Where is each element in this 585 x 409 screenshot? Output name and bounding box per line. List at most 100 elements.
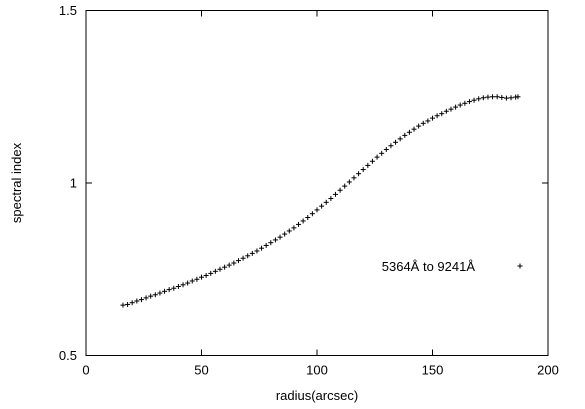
x-tick-labels: 0 50 100 150 200 bbox=[82, 363, 558, 378]
y-tick-label: 0.5 bbox=[59, 348, 77, 363]
data-point bbox=[434, 113, 440, 119]
data-point bbox=[152, 292, 158, 298]
data-point bbox=[356, 171, 362, 177]
y-tick-label: 1 bbox=[70, 176, 77, 191]
y-tick-label: 1.5 bbox=[59, 3, 77, 18]
data-point bbox=[365, 162, 371, 168]
data-point bbox=[323, 199, 329, 205]
data-point bbox=[194, 276, 200, 282]
data-point bbox=[515, 94, 521, 100]
data-point bbox=[402, 132, 408, 138]
data-point bbox=[189, 278, 195, 284]
data-point bbox=[448, 106, 454, 112]
data-point bbox=[420, 120, 426, 126]
data-point bbox=[393, 139, 399, 145]
data-point bbox=[360, 167, 366, 173]
data-point bbox=[443, 108, 449, 114]
data-point bbox=[379, 150, 385, 156]
data-point bbox=[439, 111, 445, 117]
data-point bbox=[175, 284, 181, 289]
y-axis-label: spectral index bbox=[9, 142, 24, 223]
data-point bbox=[231, 260, 237, 266]
data-point bbox=[314, 207, 320, 213]
data-point bbox=[476, 96, 482, 102]
legend: 5364Å to 9241Å bbox=[382, 259, 523, 274]
x-tick-label: 150 bbox=[422, 363, 444, 378]
data-point bbox=[129, 300, 135, 306]
data-point bbox=[471, 97, 477, 103]
data-point bbox=[272, 237, 278, 243]
data-point bbox=[494, 94, 500, 100]
data-point bbox=[332, 191, 338, 197]
data-point bbox=[296, 221, 302, 227]
data-point bbox=[217, 266, 223, 272]
data-point bbox=[430, 115, 435, 121]
data-point bbox=[485, 94, 491, 100]
data-point bbox=[397, 136, 403, 142]
data-point bbox=[300, 218, 306, 224]
data-point bbox=[208, 270, 214, 276]
data-point bbox=[157, 290, 163, 296]
data-point bbox=[171, 285, 177, 291]
data-point bbox=[125, 301, 131, 307]
data-point bbox=[328, 196, 334, 202]
data-point bbox=[120, 302, 126, 308]
legend-marker bbox=[517, 263, 523, 269]
x-tick-label: 0 bbox=[82, 363, 89, 378]
data-point bbox=[254, 248, 260, 254]
data-point bbox=[282, 231, 288, 237]
data-point bbox=[162, 288, 168, 294]
data-point bbox=[416, 123, 422, 129]
data-point bbox=[369, 158, 375, 164]
data-point bbox=[212, 268, 218, 274]
axis-ticks bbox=[85, 10, 549, 356]
data-point bbox=[148, 293, 154, 299]
data-point bbox=[185, 280, 191, 286]
data-point bbox=[457, 102, 463, 108]
data-point bbox=[268, 240, 274, 246]
y-tick-labels: 0.5 1 1.5 bbox=[59, 3, 77, 363]
data-point bbox=[499, 94, 505, 100]
data-point bbox=[240, 255, 246, 261]
data-point bbox=[374, 154, 380, 160]
x-tick-label: 50 bbox=[194, 363, 208, 378]
data-point bbox=[138, 297, 144, 303]
legend-marker-symbol bbox=[517, 263, 523, 269]
data-point bbox=[411, 126, 417, 132]
data-point bbox=[503, 95, 509, 101]
data-point bbox=[346, 179, 352, 185]
data-point bbox=[383, 147, 389, 153]
data-point bbox=[245, 253, 251, 259]
data-point bbox=[490, 94, 496, 100]
data-point bbox=[508, 95, 514, 101]
plot-frame bbox=[85, 10, 549, 356]
data-point bbox=[222, 264, 228, 270]
data-point bbox=[462, 100, 468, 106]
data-point bbox=[342, 183, 348, 189]
data-point bbox=[319, 203, 325, 209]
data-point bbox=[305, 215, 311, 220]
data-point bbox=[249, 250, 255, 256]
data-point bbox=[286, 228, 292, 234]
data-point bbox=[134, 298, 140, 304]
legend-label: 5364Å to 9241Å bbox=[382, 259, 476, 274]
data-point bbox=[203, 272, 209, 278]
data-point bbox=[480, 95, 486, 101]
data-point bbox=[351, 175, 357, 181]
data-point bbox=[180, 282, 186, 288]
data-point bbox=[166, 287, 172, 293]
data-point bbox=[309, 211, 315, 217]
data-point bbox=[259, 245, 265, 251]
data-point bbox=[453, 104, 459, 110]
data-point bbox=[263, 242, 269, 248]
data-point bbox=[143, 295, 149, 301]
data-point bbox=[337, 187, 343, 193]
data-point bbox=[388, 143, 394, 149]
data-point bbox=[291, 225, 297, 231]
data-point bbox=[425, 118, 431, 124]
data-point bbox=[199, 274, 204, 280]
data-point bbox=[277, 234, 283, 240]
data-point bbox=[406, 129, 412, 135]
x-tick-label: 200 bbox=[537, 363, 559, 378]
